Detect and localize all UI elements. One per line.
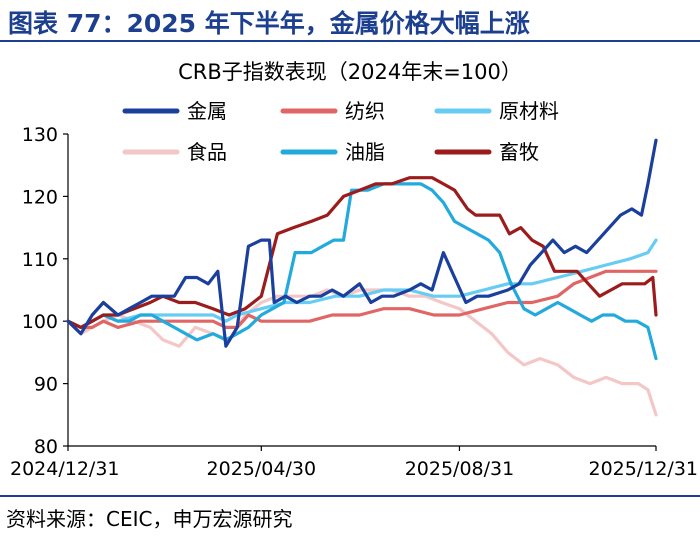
legend-item: 金属 [122, 99, 227, 123]
source-note: 资料来源：CEIC，申万宏源研究 [6, 507, 293, 531]
series-line [66, 238, 658, 329]
legend-label: 食品 [187, 140, 227, 164]
legend-label: 油脂 [345, 140, 385, 164]
legend-label: 金属 [187, 99, 227, 123]
figure-title: 图表 77：2025 年下半年，金属价格大幅上涨 [8, 9, 530, 38]
series-line [66, 138, 658, 348]
legend-label: 纺织 [345, 99, 385, 123]
y-tick-label: 100 [22, 311, 58, 333]
legend-item: 油脂 [280, 140, 385, 164]
legend-label: 畜牧 [499, 140, 539, 164]
source-rule [0, 495, 700, 497]
chart-title: CRB子指数表现（2024年末=100） [178, 60, 522, 84]
legend-item: 食品 [122, 140, 227, 164]
x-tick-label: 2025/04/30 [207, 458, 317, 480]
series-line [66, 288, 658, 417]
series-group [66, 138, 658, 417]
y-tick-label: 120 [22, 186, 58, 208]
x-tick-label: 2024/12/31 [10, 458, 120, 480]
axes: 80 90 100 110 120 130 2024/12/31 2025/04/30 2025… [10, 124, 698, 480]
series-line [66, 176, 658, 329]
x-tick-label: 2025/12/31 [588, 458, 698, 480]
series-line [66, 269, 658, 329]
legend-label: 原材料 [499, 99, 559, 123]
y-tick-label: 130 [22, 124, 58, 146]
y-tick-label: 110 [22, 249, 58, 271]
y-tick-label: 90 [34, 374, 58, 396]
legend-item: 原材料 [434, 99, 559, 123]
series-line [66, 182, 658, 361]
title-rule [0, 40, 700, 42]
legend-item: 纺织 [280, 99, 385, 123]
x-tick-label: 2025/08/31 [405, 458, 515, 480]
y-tick-label: 80 [34, 436, 58, 458]
legend-item: 畜牧 [434, 140, 539, 164]
